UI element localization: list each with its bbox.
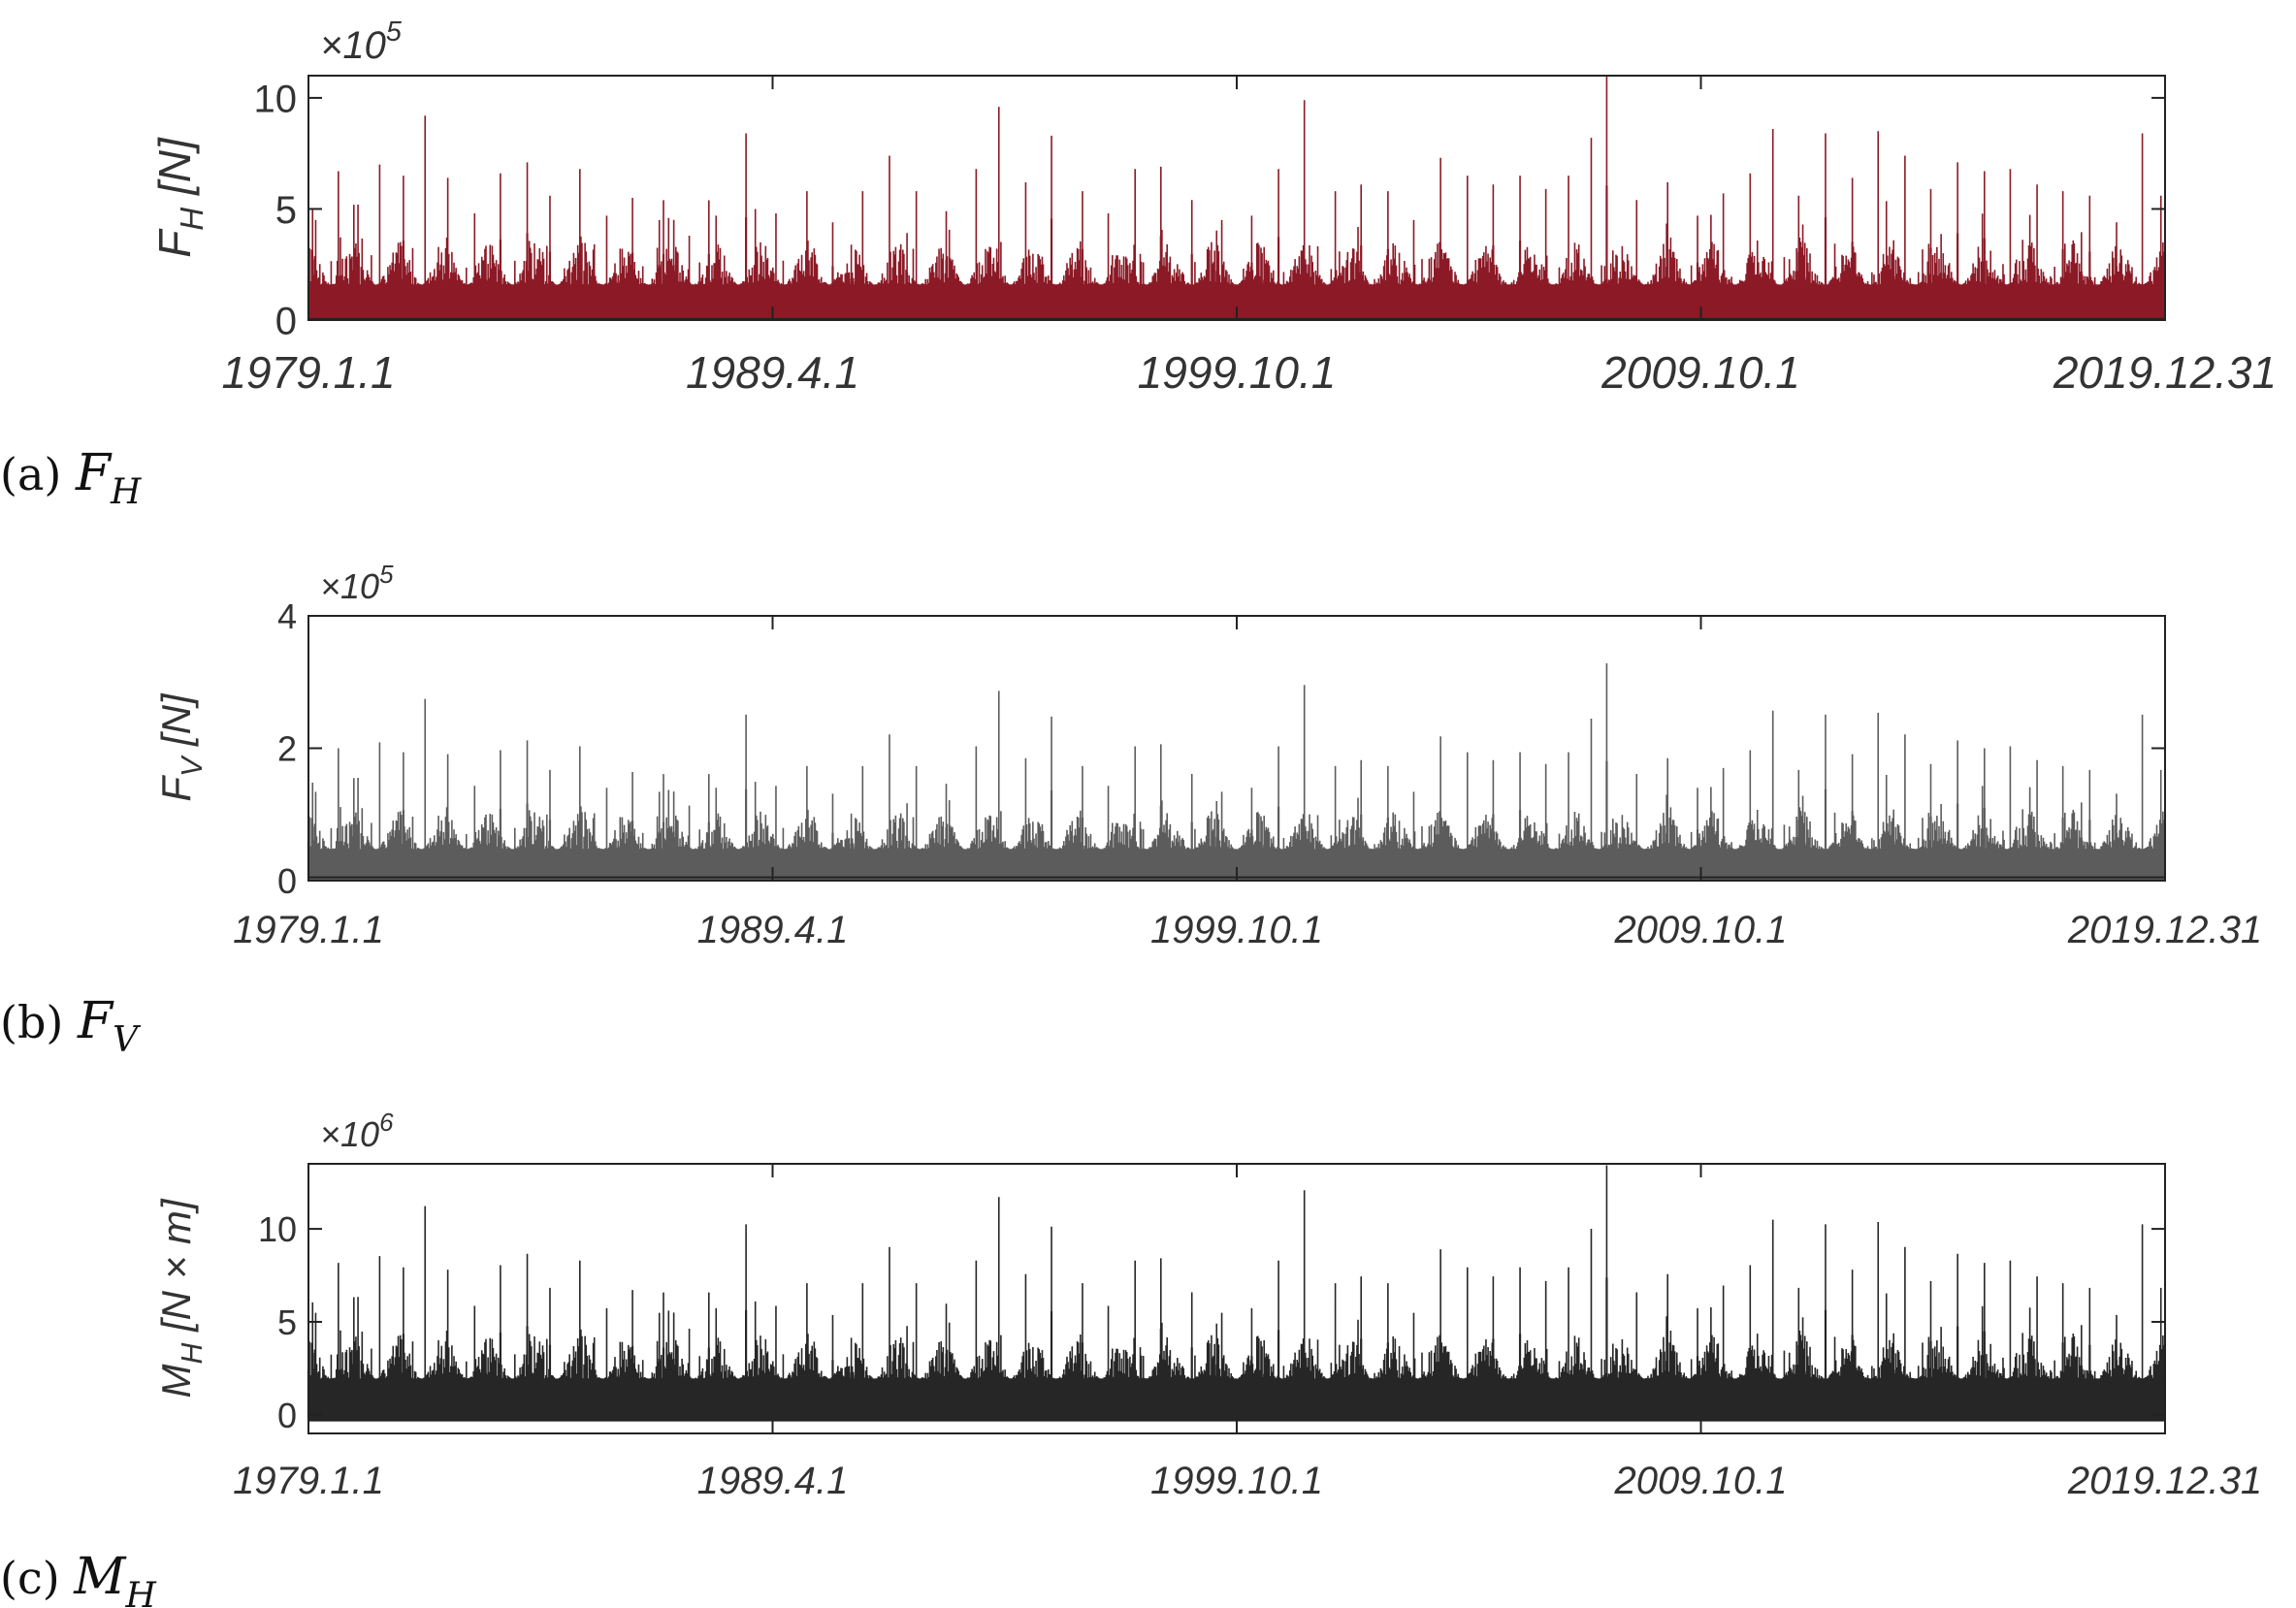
x-tick-label: 1999.10.1: [1150, 909, 1323, 951]
x-tick-label: 1979.1.1: [233, 1460, 384, 1502]
axis-multiplier: ×106: [320, 1110, 394, 1154]
y-tick-label: 10: [258, 1209, 297, 1249]
panel-caption: (a) FH: [0, 444, 142, 512]
y-tick-label: 0: [277, 861, 297, 901]
panel-caption: (c) MH: [0, 1548, 157, 1608]
y-axis-label: FV [N]: [153, 692, 209, 801]
x-tick-label: 1999.10.1: [1138, 347, 1337, 398]
x-tick-label: 1989.4.1: [697, 909, 849, 951]
x-tick-label: 2009.10.1: [1614, 909, 1788, 951]
x-tick-label: 1989.4.1: [697, 1460, 849, 1502]
x-tick-label: 2019.12.31: [2053, 347, 2277, 398]
y-tick-label: 0: [277, 1396, 297, 1435]
y-tick-label: 4: [277, 596, 297, 636]
y-tick-label: 10: [254, 78, 298, 120]
y-tick-label: 5: [277, 1302, 297, 1342]
panel-a: 0 5 10 1979.1.1 1989.4.1 1999.10.1 2009.10.1 20…: [0, 16, 2277, 512]
x-tick-label: 2019.12.31: [2067, 909, 2262, 951]
x-tick-label: 2009.10.1: [1614, 1460, 1788, 1502]
y-tick-label: 2: [277, 728, 297, 768]
x-tick-label: 1999.10.1: [1150, 1460, 1323, 1502]
y-tick-label: 0: [275, 300, 297, 342]
y-axis-label: FH [N]: [149, 137, 210, 258]
panel-c: 0 5 10 1979.1.1 1989.4.1 1999.10.1 2009.10.1 20…: [0, 1110, 2262, 1608]
panel-caption: (b) FV: [0, 992, 142, 1060]
axis-multiplier: ×105: [320, 562, 394, 606]
x-tick-label: 1989.4.1: [686, 347, 859, 398]
x-tick-label: 1979.1.1: [233, 909, 384, 951]
axis-multiplier: ×105: [320, 16, 403, 67]
x-tick-label: 2009.10.1: [1601, 347, 1800, 398]
panel-b: 0 2 4 1979.1.1 1989.4.1 1999.10.1 2009.10.1 201…: [0, 562, 2262, 1060]
y-tick-label: 5: [275, 189, 297, 232]
x-tick-label: 2019.12.31: [2067, 1460, 2262, 1502]
x-tick-label: 1979.1.1: [221, 347, 395, 398]
y-axis-label: MH [N × m]: [153, 1198, 209, 1398]
